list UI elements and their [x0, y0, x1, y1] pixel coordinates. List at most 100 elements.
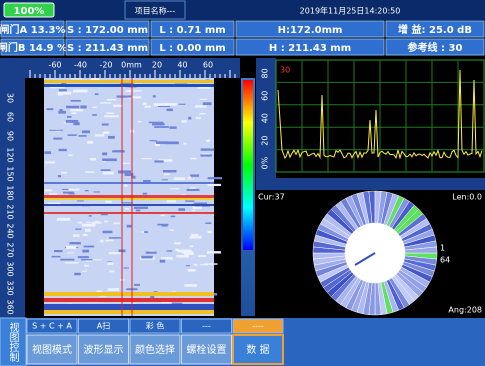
bscan-noise [104, 115, 119, 117]
bscan-noise [102, 123, 109, 125]
y-ruler-label: 180 [6, 185, 15, 200]
bscan-noise [160, 260, 165, 263]
bscan-noise [190, 236, 202, 239]
bscan-noise [191, 158, 197, 159]
bscan-band [44, 198, 214, 200]
bscan-noise [188, 117, 191, 120]
bscan-noise [203, 102, 212, 105]
bscan-band [44, 292, 214, 296]
bscan-noise [187, 189, 200, 191]
bscan-noise [145, 106, 151, 108]
bscan-noise [117, 96, 132, 98]
bscan-noise [90, 158, 96, 160]
bscan-noise [58, 175, 61, 177]
bscan-noise [122, 202, 133, 203]
bscan-noise [106, 240, 114, 242]
bscan-noise [169, 126, 176, 128]
gate-h: H : 211.43 mm [269, 43, 351, 54]
bscan-noise [207, 231, 212, 233]
y-ruler-label: 120 [6, 147, 15, 162]
bscan-noise [141, 256, 152, 259]
bscan-noise [169, 229, 174, 230]
bscan-noise [71, 100, 81, 102]
mode-tab-text: A扫 [97, 321, 110, 331]
bscan-noise [190, 245, 194, 247]
bscan-noise [85, 190, 89, 191]
bscan-noise [80, 106, 86, 109]
bscan-noise [124, 267, 129, 268]
mode-tab-text: --- [202, 322, 211, 331]
gate-extra: 增 益: 25.0 dB [398, 23, 472, 36]
x-ruler-label: 20 [152, 61, 162, 70]
bscan-noise [86, 222, 91, 223]
bscan-noise [185, 200, 194, 201]
status-bar [0, 0, 485, 20]
bscan-noise [67, 252, 74, 253]
bscan-noise [200, 99, 207, 100]
bscan-noise [102, 158, 117, 161]
bscan-noise [97, 290, 102, 292]
bscan-noise [199, 113, 206, 114]
bscan-noise [85, 171, 94, 173]
bscan-noise [198, 255, 206, 257]
bscan-noise [190, 174, 199, 176]
bscan-noise [105, 201, 111, 203]
x-ruler-label: 60 [203, 61, 213, 70]
bscan-noise [106, 113, 113, 115]
bscan-noise [70, 109, 83, 111]
bscan-noise [156, 141, 169, 144]
bscan-noise [154, 160, 163, 162]
bscan-noise [60, 109, 63, 111]
gate-label: 闸门A 13.3% [0, 23, 65, 36]
bscan-noise [146, 252, 157, 254]
bscan-noise [167, 109, 173, 112]
bscan-noise [95, 93, 99, 95]
bscan-noise [44, 151, 51, 154]
bscan-noise [164, 173, 170, 175]
bscan-noise [74, 90, 88, 91]
bscan-noise [46, 108, 53, 110]
bscan-noise [118, 170, 131, 173]
ascan-x-ruler [256, 178, 485, 190]
bscan-noise [54, 250, 62, 252]
side-label: 视图控制 [7, 321, 19, 362]
bscan-noise [109, 271, 114, 273]
bscan-noise [71, 112, 76, 114]
bscan-noise [176, 255, 189, 257]
bscan-noise [205, 222, 211, 223]
x-ruler-label: 40 [177, 61, 187, 70]
bscan-band [44, 298, 214, 302]
bscan-noise [196, 117, 201, 119]
bscan-noise [92, 107, 96, 108]
bscan-noise [114, 222, 120, 224]
bscan-noise [82, 271, 87, 272]
gate-extra: 参考线 : 30 [408, 41, 463, 54]
bscan-noise [195, 105, 207, 107]
bscan-noise [174, 177, 185, 180]
bscan-noise [125, 208, 129, 209]
gate-s: S : 172.00 mm [67, 25, 148, 36]
bscan-noise [95, 134, 104, 136]
bscan-noise [107, 99, 116, 100]
bscan-noise [192, 210, 196, 211]
bscan-noise [177, 250, 191, 253]
bscan-noise [78, 222, 82, 224]
bscan-noise [194, 264, 198, 266]
bscan-noise [66, 246, 76, 249]
bscan-noise [149, 140, 156, 141]
bscan-noise [92, 222, 102, 224]
bscan-noise [124, 184, 127, 186]
x-ruler-label: 0mm [121, 61, 142, 70]
bscan-noise [134, 206, 148, 208]
ascan-y-label: 40 [261, 113, 270, 123]
bscan-noise [154, 126, 169, 128]
bscan-noise [143, 102, 147, 105]
bscan-noise [69, 189, 80, 191]
bscan-noise [103, 131, 110, 134]
menu-button-text: 视图模式 [32, 343, 72, 356]
bscan-noise [162, 179, 168, 180]
bscan-noise [187, 178, 195, 179]
bscan-noise [49, 130, 63, 131]
bscan-band [44, 310, 214, 314]
bscan-band [44, 204, 214, 206]
